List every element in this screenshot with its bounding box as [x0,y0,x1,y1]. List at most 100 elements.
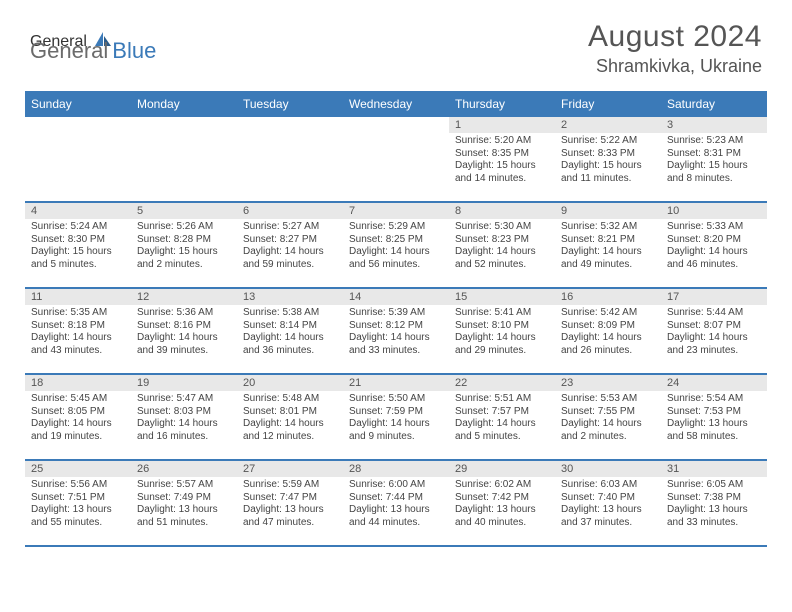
day-details: Sunrise: 5:35 AMSunset: 8:18 PMDaylight:… [25,305,131,359]
daylight-line: Daylight: 14 hours and 29 minutes. [455,332,551,357]
calendar-cell: 26Sunrise: 5:57 AMSunset: 7:49 PMDayligh… [131,460,237,546]
daylight-line: Daylight: 15 hours and 5 minutes. [31,246,127,271]
sunrise-line: Sunrise: 5:22 AM [561,135,657,148]
day-details: Sunrise: 5:57 AMSunset: 7:49 PMDaylight:… [131,477,237,531]
sunrise-line: Sunrise: 5:47 AM [137,393,233,406]
calendar-cell: 23Sunrise: 5:53 AMSunset: 7:55 PMDayligh… [555,374,661,460]
calendar-cell: 22Sunrise: 5:51 AMSunset: 7:57 PMDayligh… [449,374,555,460]
calendar-body: 1Sunrise: 5:20 AMSunset: 8:35 PMDaylight… [25,116,767,546]
sunrise-line: Sunrise: 5:33 AM [667,221,763,234]
sunrise-line: Sunrise: 5:23 AM [667,135,763,148]
day-details: Sunrise: 5:42 AMSunset: 8:09 PMDaylight:… [555,305,661,359]
sunset-line: Sunset: 8:14 PM [243,320,339,333]
sunset-line: Sunset: 8:09 PM [561,320,657,333]
calendar-cell: 28Sunrise: 6:00 AMSunset: 7:44 PMDayligh… [343,460,449,546]
sunset-line: Sunset: 8:30 PM [31,234,127,247]
daylight-line: Daylight: 14 hours and 12 minutes. [243,418,339,443]
calendar-cell: 10Sunrise: 5:33 AMSunset: 8:20 PMDayligh… [661,202,767,288]
sunrise-line: Sunrise: 5:54 AM [667,393,763,406]
sunrise-line: Sunrise: 5:27 AM [243,221,339,234]
sunset-line: Sunset: 8:20 PM [667,234,763,247]
day-number: 6 [237,203,343,219]
day-details: Sunrise: 5:36 AMSunset: 8:16 PMDaylight:… [131,305,237,359]
sunrise-line: Sunrise: 6:00 AM [349,479,445,492]
sunrise-line: Sunrise: 5:57 AM [137,479,233,492]
day-number: 25 [25,461,131,477]
calendar-cell: 27Sunrise: 5:59 AMSunset: 7:47 PMDayligh… [237,460,343,546]
daylight-line: Daylight: 14 hours and 2 minutes. [561,418,657,443]
day-number: 15 [449,289,555,305]
sunset-line: Sunset: 8:25 PM [349,234,445,247]
sunset-line: Sunset: 8:27 PM [243,234,339,247]
sunrise-line: Sunrise: 5:30 AM [455,221,551,234]
day-details: Sunrise: 5:44 AMSunset: 8:07 PMDaylight:… [661,305,767,359]
sunset-line: Sunset: 8:16 PM [137,320,233,333]
daylight-line: Daylight: 14 hours and 39 minutes. [137,332,233,357]
weekday-header: Saturday [661,92,767,116]
sunrise-line: Sunrise: 6:03 AM [561,479,657,492]
sunset-line: Sunset: 7:40 PM [561,492,657,505]
sunrise-line: Sunrise: 6:05 AM [667,479,763,492]
sunset-line: Sunset: 7:57 PM [455,406,551,419]
day-details: Sunrise: 5:59 AMSunset: 7:47 PMDaylight:… [237,477,343,531]
day-details: Sunrise: 5:53 AMSunset: 7:55 PMDaylight:… [555,391,661,445]
day-details: Sunrise: 5:45 AMSunset: 8:05 PMDaylight:… [25,391,131,445]
weekday-header: Friday [555,92,661,116]
daylight-line: Daylight: 14 hours and 19 minutes. [31,418,127,443]
calendar-cell: 2 Sunrise: 5:22 AMSunset: 8:33 PMDaylight… [555,116,661,202]
day-number: 11 [25,289,131,305]
sunset-line: Sunset: 8:18 PM [31,320,127,333]
calendar-cell: 31Sunrise: 6:05 AMSunset: 7:38 PMDayligh… [661,460,767,546]
day-details: Sunrise: 5:41 AMSunset: 8:10 PMDaylight:… [449,305,555,359]
sunrise-line: Sunrise: 5:29 AM [349,221,445,234]
sunrise-line: Sunrise: 5:50 AM [349,393,445,406]
calendar-cell: 17Sunrise: 5:44 AMSunset: 8:07 PMDayligh… [661,288,767,374]
daylight-line: Daylight: 15 hours and 11 minutes. [561,160,657,185]
sunrise-line: Sunrise: 5:20 AM [455,135,551,148]
daylight-line: Daylight: 13 hours and 58 minutes. [667,418,763,443]
day-details: Sunrise: 5:50 AMSunset: 7:59 PMDaylight:… [343,391,449,445]
calendar-cell: 9Sunrise: 5:32 AMSunset: 8:21 PMDaylight… [555,202,661,288]
sunrise-line: Sunrise: 5:59 AM [243,479,339,492]
day-number: 17 [661,289,767,305]
day-details: Sunrise: 6:05 AMSunset: 7:38 PMDaylight:… [661,477,767,531]
day-number: 2 [555,117,661,133]
day-details: Sunrise: 5:30 AMSunset: 8:23 PMDaylight:… [449,219,555,273]
daylight-line: Daylight: 14 hours and 52 minutes. [455,246,551,271]
calendar-cell: 30Sunrise: 6:03 AMSunset: 7:40 PMDayligh… [555,460,661,546]
day-details: Sunrise: 6:02 AMSunset: 7:42 PMDaylight:… [449,477,555,531]
sunrise-line: Sunrise: 5:48 AM [243,393,339,406]
daylight-line: Daylight: 13 hours and 33 minutes. [667,504,763,529]
daylight-line: Daylight: 14 hours and 5 minutes. [455,418,551,443]
sunset-line: Sunset: 8:28 PM [137,234,233,247]
sunset-line: Sunset: 8:05 PM [31,406,127,419]
sunrise-line: Sunrise: 5:56 AM [31,479,127,492]
daylight-line: Daylight: 14 hours and 43 minutes. [31,332,127,357]
sunset-line: Sunset: 7:38 PM [667,492,763,505]
daylight-line: Daylight: 13 hours and 55 minutes. [31,504,127,529]
daylight-line: Daylight: 14 hours and 59 minutes. [243,246,339,271]
calendar-cell [131,116,237,202]
sunrise-line: Sunrise: 5:42 AM [561,307,657,320]
sunset-line: Sunset: 7:44 PM [349,492,445,505]
sunset-line: Sunset: 7:49 PM [137,492,233,505]
sunrise-line: Sunrise: 5:26 AM [137,221,233,234]
sunset-line: Sunset: 8:33 PM [561,148,657,161]
day-details: Sunrise: 5:27 AMSunset: 8:27 PMDaylight:… [237,219,343,273]
sunset-line: Sunset: 7:55 PM [561,406,657,419]
day-number: 21 [343,375,449,391]
daylight-line: Daylight: 14 hours and 16 minutes. [137,418,233,443]
day-number: 5 [131,203,237,219]
calendar-cell: 18Sunrise: 5:45 AMSunset: 8:05 PMDayligh… [25,374,131,460]
sunset-line: Sunset: 7:51 PM [31,492,127,505]
daylight-line: Daylight: 15 hours and 14 minutes. [455,160,551,185]
sunset-line: Sunset: 8:10 PM [455,320,551,333]
sunrise-line: Sunrise: 5:38 AM [243,307,339,320]
daylight-line: Daylight: 14 hours and 46 minutes. [667,246,763,271]
calendar-cell: 5Sunrise: 5:26 AMSunset: 8:28 PMDaylight… [131,202,237,288]
sunrise-line: Sunrise: 5:39 AM [349,307,445,320]
day-details: Sunrise: 5:20 AMSunset: 8:35 PMDaylight:… [449,133,555,187]
sunset-line: Sunset: 7:53 PM [667,406,763,419]
calendar-cell: 25 Sunrise: 5:56 AMSunset: 7:51 PMDayligh… [25,460,131,546]
calendar-row: 18Sunrise: 5:45 AMSunset: 8:05 PMDayligh… [25,374,767,460]
